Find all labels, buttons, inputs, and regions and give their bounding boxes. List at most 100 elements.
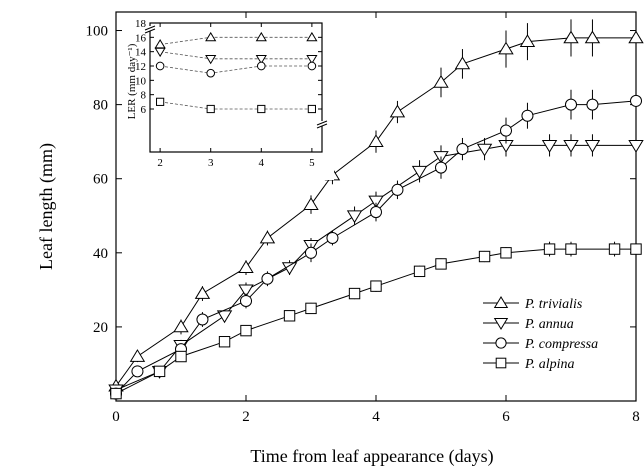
- inset-x-tick-label: 2: [157, 157, 163, 169]
- data-point: [110, 387, 122, 400]
- inset-y-tick-label: 12: [135, 61, 146, 73]
- data-point: [389, 104, 406, 118]
- data-point: [173, 319, 189, 333]
- data-point: [368, 134, 384, 148]
- data-point: [281, 262, 298, 276]
- y-tick-label: 20: [93, 320, 108, 336]
- inset-series-line: [160, 51, 312, 60]
- inset-y-tick-label: 14: [135, 47, 147, 59]
- inset-y-tick-label: 8: [141, 90, 147, 102]
- data-point: [411, 165, 428, 179]
- legend-entry: P. alpina: [524, 357, 575, 372]
- inset-series-p-trivialis: [154, 31, 318, 49]
- inset-series-line: [160, 101, 312, 110]
- data-point: [521, 109, 534, 122]
- data-point: [478, 250, 491, 263]
- inset-data-point: [156, 97, 165, 106]
- series-line: [115, 144, 636, 391]
- legend-marker: [493, 318, 509, 330]
- x-axis-title: Time from leaf appearance (days): [250, 446, 493, 467]
- inset-data-point: [256, 61, 266, 71]
- data-point: [305, 302, 317, 315]
- data-point: [608, 243, 621, 255]
- legend: P. trivialis P. annua P. compressa P. alpin…: [483, 296, 598, 372]
- legend-marker: [493, 296, 509, 308]
- series-p-annua: [108, 134, 644, 398]
- inset-data-point: [205, 54, 217, 65]
- inset-data-point: [306, 54, 318, 65]
- main-plot: 0 2 4 6 8 20 40 60 80 100 Time from leaf appearanc…: [36, 11, 644, 467]
- inset-y-axis-title: LER (mm day⁻¹): [126, 43, 138, 119]
- x-tick-label: 8: [632, 409, 640, 425]
- data-point: [303, 197, 319, 211]
- legend-marker: [495, 337, 507, 349]
- inset-series-line: [160, 65, 312, 74]
- x-tick-label: 0: [112, 409, 120, 425]
- data-point: [630, 243, 642, 255]
- data-point: [413, 265, 426, 278]
- series-p-alpina: [110, 241, 642, 400]
- inset-series-line: [160, 36, 312, 45]
- inset-x-tick-label: 5: [309, 157, 315, 169]
- data-point: [543, 243, 556, 255]
- x-tick-label: 4: [372, 409, 380, 425]
- legend-entry: P. compressa: [524, 337, 598, 352]
- inset-data-point: [206, 68, 216, 78]
- axis-break-mark: [144, 25, 156, 31]
- data-point: [454, 56, 471, 70]
- data-point: [369, 206, 383, 219]
- data-point: [259, 230, 276, 244]
- inset-data-point: [307, 61, 317, 71]
- inset-frame: [149, 22, 323, 153]
- axis-break-mark: [316, 120, 328, 126]
- x-tick-label: 6: [502, 409, 510, 425]
- data-point: [476, 143, 493, 157]
- data-point: [304, 246, 318, 259]
- data-point: [434, 161, 448, 174]
- axis-break-mark: [316, 123, 328, 129]
- data-point: [565, 243, 577, 255]
- inset-data-point: [306, 31, 318, 42]
- inset-series-p-alpina: [156, 97, 316, 114]
- y-tick-label: 80: [93, 98, 108, 114]
- y-tick-label: 40: [93, 246, 108, 262]
- data-point: [499, 124, 513, 137]
- data-point: [131, 365, 144, 378]
- inset-data-point: [205, 31, 217, 42]
- inset-data-point: [155, 61, 165, 71]
- series-p-compressa: [109, 86, 643, 400]
- data-point: [216, 310, 233, 324]
- data-point: [326, 231, 339, 245]
- data-point: [500, 247, 512, 259]
- inset-x-tick-label: 4: [259, 157, 265, 169]
- y-axis-title: Leaf length (mm): [36, 143, 57, 270]
- inset-x-tick-label: 3: [208, 157, 214, 169]
- inset-data-point: [257, 104, 266, 114]
- data-point: [628, 139, 644, 153]
- data-point: [283, 310, 296, 322]
- y-tick-label: 100: [86, 24, 109, 40]
- data-point: [348, 287, 361, 300]
- inset-data-point: [154, 47, 166, 58]
- inset-y-tick-label: 10: [135, 75, 147, 87]
- data-point: [240, 324, 252, 337]
- data-point: [629, 94, 643, 107]
- inset-data-point: [255, 54, 267, 65]
- data-point: [586, 98, 599, 111]
- data-point: [435, 258, 447, 270]
- inset-y-tick-label: 6: [141, 104, 147, 116]
- x-tick-label: 2: [242, 409, 250, 425]
- data-point: [456, 143, 469, 156]
- legend-entry: P. trivialis: [524, 297, 583, 312]
- data-point: [433, 74, 449, 88]
- data-point: [194, 286, 211, 299]
- legend-marker: [495, 357, 507, 369]
- data-point: [218, 336, 231, 348]
- data-point: [498, 41, 514, 55]
- inset-ler-plot: 2 3 4 5 6 8 10 12 14 16 18 LER (mm day⁻¹): [126, 18, 334, 180]
- data-point: [238, 284, 254, 298]
- data-point: [370, 280, 382, 292]
- y-tick-label: 60: [93, 172, 108, 188]
- inset-background: [138, 19, 334, 180]
- inset-y-tick-label: 16: [135, 32, 147, 44]
